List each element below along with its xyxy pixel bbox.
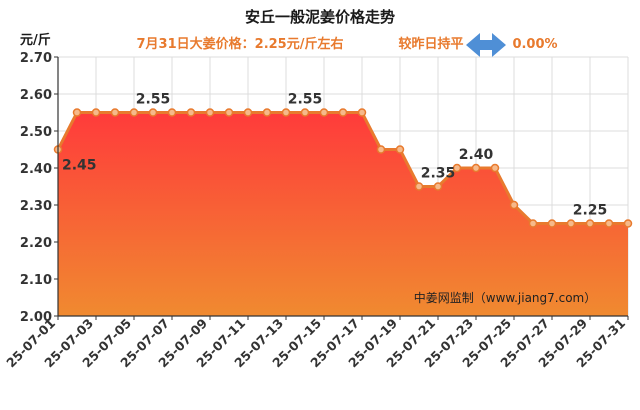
y-tick-label: 2.40 — [20, 162, 52, 177]
data-point — [167, 108, 177, 117]
axes — [54, 56, 629, 320]
data-point — [452, 163, 462, 173]
y-tick-label: 2.20 — [20, 236, 52, 251]
data-point — [243, 108, 253, 117]
data-point — [623, 219, 633, 228]
compare-label: 较昨日持平 — [398, 36, 463, 52]
y-tick-labels: 2.00 2.10 2.20 2.30 2.40 2.50 2.60 2.70 — [20, 51, 52, 325]
data-label: 2.35 — [421, 166, 456, 182]
data-point — [186, 108, 196, 117]
data-point — [471, 163, 481, 173]
data-point — [414, 182, 424, 191]
data-label: 2.55 — [288, 92, 323, 108]
chart-title: 安丘一般泥姜价格走势 — [245, 8, 395, 26]
double-arrow-icon — [466, 33, 506, 57]
y-tick-label: 2.50 — [20, 125, 52, 140]
data-point — [433, 182, 443, 191]
data-point — [338, 108, 348, 117]
source-note: 中姜网监制（www.jiang7.com） — [414, 290, 596, 305]
y-tick-label: 2.00 — [20, 310, 52, 325]
data-label: 2.25 — [573, 203, 608, 219]
price-area — [58, 112, 628, 316]
data-labels: 2.45 2.55 2.55 2.352.40 2.25 — [62, 92, 607, 219]
data-point — [509, 200, 519, 210]
data-point — [110, 108, 120, 117]
data-point — [319, 108, 329, 117]
data-label: 2.45 — [62, 158, 97, 174]
y-tick-label: 2.60 — [20, 88, 52, 103]
y-axis-label: 元/斤 — [20, 32, 51, 48]
data-point — [376, 145, 386, 154]
data-point — [129, 108, 139, 117]
data-point — [281, 108, 291, 117]
compare-value: 0.00% — [512, 37, 557, 52]
data-point — [528, 219, 538, 228]
data-points — [53, 108, 633, 228]
data-label: 2.55 — [136, 92, 171, 108]
chart-subtitle: 7月31日大姜价格：2.25元/斤左右 — [137, 36, 344, 52]
data-point — [604, 219, 614, 228]
data-point — [490, 163, 500, 173]
x-tick-labels: 25-07-0125-07-0325-07-0525-07-0725-07-09… — [3, 316, 628, 371]
data-point — [566, 219, 576, 228]
data-point — [395, 145, 405, 154]
data-point — [148, 108, 158, 117]
y-tick-label: 2.10 — [20, 273, 52, 288]
data-point — [205, 108, 215, 117]
y-tick-label: 2.70 — [20, 51, 52, 66]
data-point — [547, 219, 557, 228]
data-point — [224, 108, 234, 117]
data-label: 2.40 — [459, 147, 494, 163]
data-point — [72, 108, 82, 117]
data-point — [357, 108, 367, 117]
data-point — [262, 108, 272, 117]
data-point — [585, 219, 595, 228]
y-tick-label: 2.30 — [20, 199, 52, 214]
data-point — [300, 108, 310, 117]
data-point — [91, 108, 101, 117]
